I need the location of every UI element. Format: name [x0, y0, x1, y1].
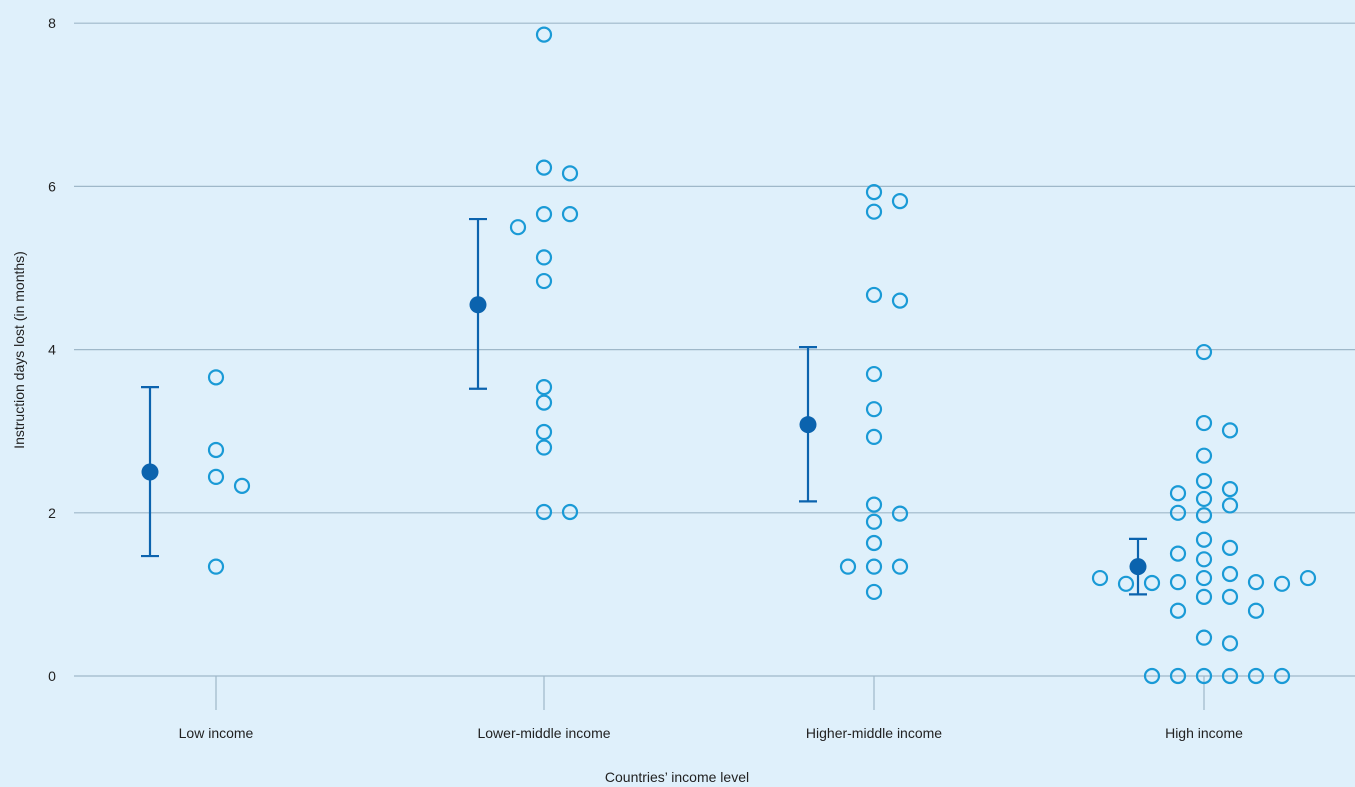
data-point — [1143, 574, 1161, 592]
data-point — [865, 401, 883, 418]
data-point — [1221, 497, 1239, 514]
data-point — [865, 184, 883, 201]
data-point — [509, 219, 527, 236]
y-tick-label: 8 — [48, 15, 56, 31]
y-tick-label: 6 — [48, 178, 56, 194]
data-point — [865, 558, 883, 575]
data-point — [561, 165, 579, 182]
data-point — [1195, 343, 1213, 361]
data-point — [1195, 551, 1213, 568]
data-point — [535, 394, 553, 411]
data-point — [891, 558, 909, 575]
grid-lines — [74, 22, 1355, 677]
data-point — [561, 503, 579, 521]
data-point — [1273, 575, 1291, 592]
data-point — [891, 292, 909, 309]
data-point — [1195, 472, 1213, 490]
data-point — [1221, 539, 1239, 556]
data-point — [1169, 485, 1187, 502]
data-point — [561, 206, 579, 223]
data-point — [1221, 635, 1239, 652]
x-tick-label: Lower-middle income — [477, 725, 610, 741]
data-point — [865, 203, 883, 220]
mean-marker — [469, 296, 487, 314]
data-point — [865, 365, 883, 383]
data-point — [1195, 531, 1213, 548]
data-point — [1091, 569, 1109, 587]
data-point — [865, 583, 883, 601]
data-point — [1195, 569, 1213, 587]
data-point — [1221, 667, 1239, 685]
data-point — [891, 192, 909, 210]
data-points — [207, 26, 1317, 685]
data-point — [207, 468, 225, 485]
data-point — [1169, 504, 1187, 521]
data-point — [535, 206, 553, 223]
y-axis-title: Instruction days lost (in months) — [11, 251, 27, 449]
data-point — [1221, 588, 1239, 605]
data-point — [865, 428, 883, 446]
data-point — [207, 369, 225, 386]
data-point — [1195, 629, 1213, 646]
data-point — [865, 496, 883, 513]
data-point — [1169, 667, 1187, 685]
data-point — [1195, 490, 1213, 508]
data-point — [1195, 414, 1213, 432]
data-point — [535, 159, 553, 176]
data-point — [1143, 667, 1161, 685]
error-bars — [141, 217, 1147, 596]
data-point — [233, 477, 251, 494]
mean-markers — [141, 296, 1147, 576]
data-point — [535, 249, 553, 266]
data-point — [865, 513, 883, 530]
data-point — [1169, 574, 1187, 591]
x-axis-title: Countries’ income level — [605, 769, 749, 785]
x-tick-label: Higher-middle income — [806, 725, 942, 741]
data-point — [1299, 569, 1317, 587]
data-point — [839, 558, 857, 575]
data-point — [1247, 602, 1265, 619]
data-point — [1221, 422, 1239, 439]
y-tick-label: 0 — [48, 668, 56, 684]
mean-marker — [1129, 558, 1147, 576]
x-tick-label: Low income — [179, 725, 254, 741]
data-point — [535, 26, 553, 43]
data-point — [207, 441, 225, 459]
data-point — [1221, 565, 1239, 583]
data-point — [1169, 602, 1187, 619]
data-point — [1169, 545, 1187, 562]
data-point — [207, 558, 225, 575]
y-tick-labels: 0 2 4 6 8 — [48, 15, 56, 684]
data-point — [1221, 481, 1239, 498]
data-point — [1195, 507, 1213, 524]
data-point — [1195, 667, 1213, 685]
data-point — [1117, 575, 1135, 592]
data-point — [865, 534, 883, 552]
data-point — [1273, 667, 1291, 685]
data-point — [1195, 447, 1213, 464]
data-point — [535, 379, 553, 396]
data-point — [535, 272, 553, 290]
y-tick-label: 4 — [48, 342, 56, 358]
data-point — [535, 439, 553, 456]
data-point — [1247, 574, 1265, 591]
x-tick-label: High income — [1165, 725, 1243, 741]
data-point — [1247, 667, 1265, 685]
mean-marker — [799, 416, 817, 434]
data-point — [1195, 588, 1213, 605]
y-tick-label: 2 — [48, 505, 56, 521]
mean-marker — [141, 463, 159, 481]
data-point — [865, 286, 883, 304]
x-axis: Low income Lower-middle income Higher-midd… — [179, 676, 1243, 741]
data-point — [535, 423, 553, 441]
data-point — [535, 503, 553, 521]
data-point — [891, 505, 909, 522]
